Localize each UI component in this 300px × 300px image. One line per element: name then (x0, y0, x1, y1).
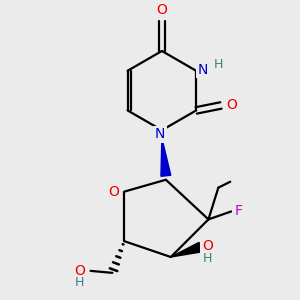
Text: N: N (155, 127, 165, 141)
Text: N: N (198, 63, 208, 77)
Text: H: H (213, 58, 223, 71)
Text: O: O (74, 264, 85, 278)
Polygon shape (171, 242, 202, 257)
Text: O: O (226, 98, 237, 112)
Polygon shape (161, 138, 171, 176)
Text: F: F (234, 204, 242, 218)
Text: H: H (75, 276, 84, 289)
Text: H: H (203, 253, 212, 266)
Text: O: O (202, 239, 213, 253)
Text: O: O (108, 184, 119, 199)
Text: O: O (156, 3, 167, 17)
